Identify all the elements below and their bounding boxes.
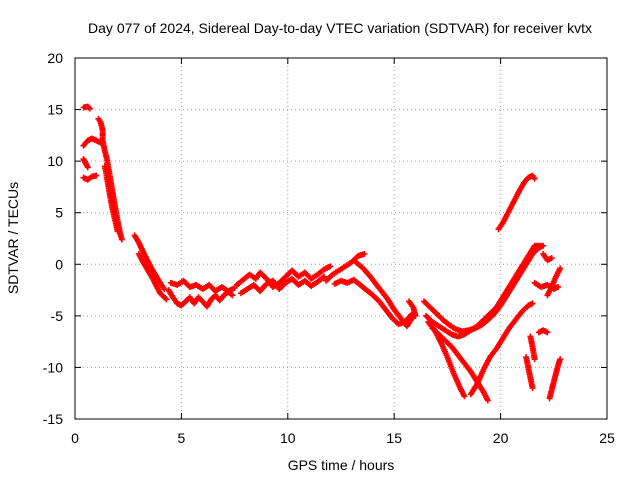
y-tick-label: -10 xyxy=(43,359,63,375)
data-point xyxy=(361,250,368,257)
data-point xyxy=(161,286,168,293)
data-point xyxy=(93,172,100,179)
y-tick-label: 20 xyxy=(47,50,63,66)
data-point xyxy=(229,292,236,299)
data-point xyxy=(320,273,327,280)
x-tick-label: 15 xyxy=(386,430,402,446)
y-axis-label: SDTVAR / TECUs xyxy=(5,182,21,294)
data-point xyxy=(529,385,536,392)
data-point xyxy=(529,300,536,307)
x-tick-label: 10 xyxy=(280,430,296,446)
data-point xyxy=(85,104,92,111)
data-point xyxy=(118,236,125,243)
x-tick-label: 0 xyxy=(71,430,79,446)
chart-title: Day 077 of 2024, Sidereal Day-to-day VTE… xyxy=(88,20,592,36)
y-tick-label: 10 xyxy=(47,153,63,169)
data-point xyxy=(544,329,551,336)
data-point xyxy=(163,296,170,303)
data-point xyxy=(484,397,491,404)
data-point xyxy=(412,312,419,319)
y-tick-label: -15 xyxy=(43,411,63,427)
data-point xyxy=(538,242,545,249)
y-tick-label: 0 xyxy=(55,256,63,272)
y-tick-label: 15 xyxy=(47,102,63,118)
data-point xyxy=(557,356,564,363)
data-points xyxy=(80,103,564,404)
x-tick-label: 20 xyxy=(493,430,509,446)
data-point xyxy=(114,228,121,235)
data-point xyxy=(84,164,91,171)
plot-frame xyxy=(74,57,608,420)
data-point xyxy=(531,175,538,182)
x-tick-label: 25 xyxy=(599,430,615,446)
axis-ticks: 0 5 10 15 20 25 -15 -10 -5 0 5 10 15 20 xyxy=(43,50,615,446)
data-point xyxy=(555,283,562,290)
x-axis-label: GPS time / hours xyxy=(288,457,395,473)
y-tick-label: 5 xyxy=(55,205,63,221)
data-point xyxy=(531,356,538,363)
y-tick-label: -5 xyxy=(51,308,64,324)
data-point xyxy=(557,265,564,272)
data-point xyxy=(231,285,238,292)
data-point xyxy=(548,255,555,262)
grid-lines xyxy=(75,58,607,419)
x-tick-label: 5 xyxy=(178,430,186,446)
data-point xyxy=(461,393,468,400)
data-point xyxy=(327,263,334,270)
data-point xyxy=(86,105,93,112)
